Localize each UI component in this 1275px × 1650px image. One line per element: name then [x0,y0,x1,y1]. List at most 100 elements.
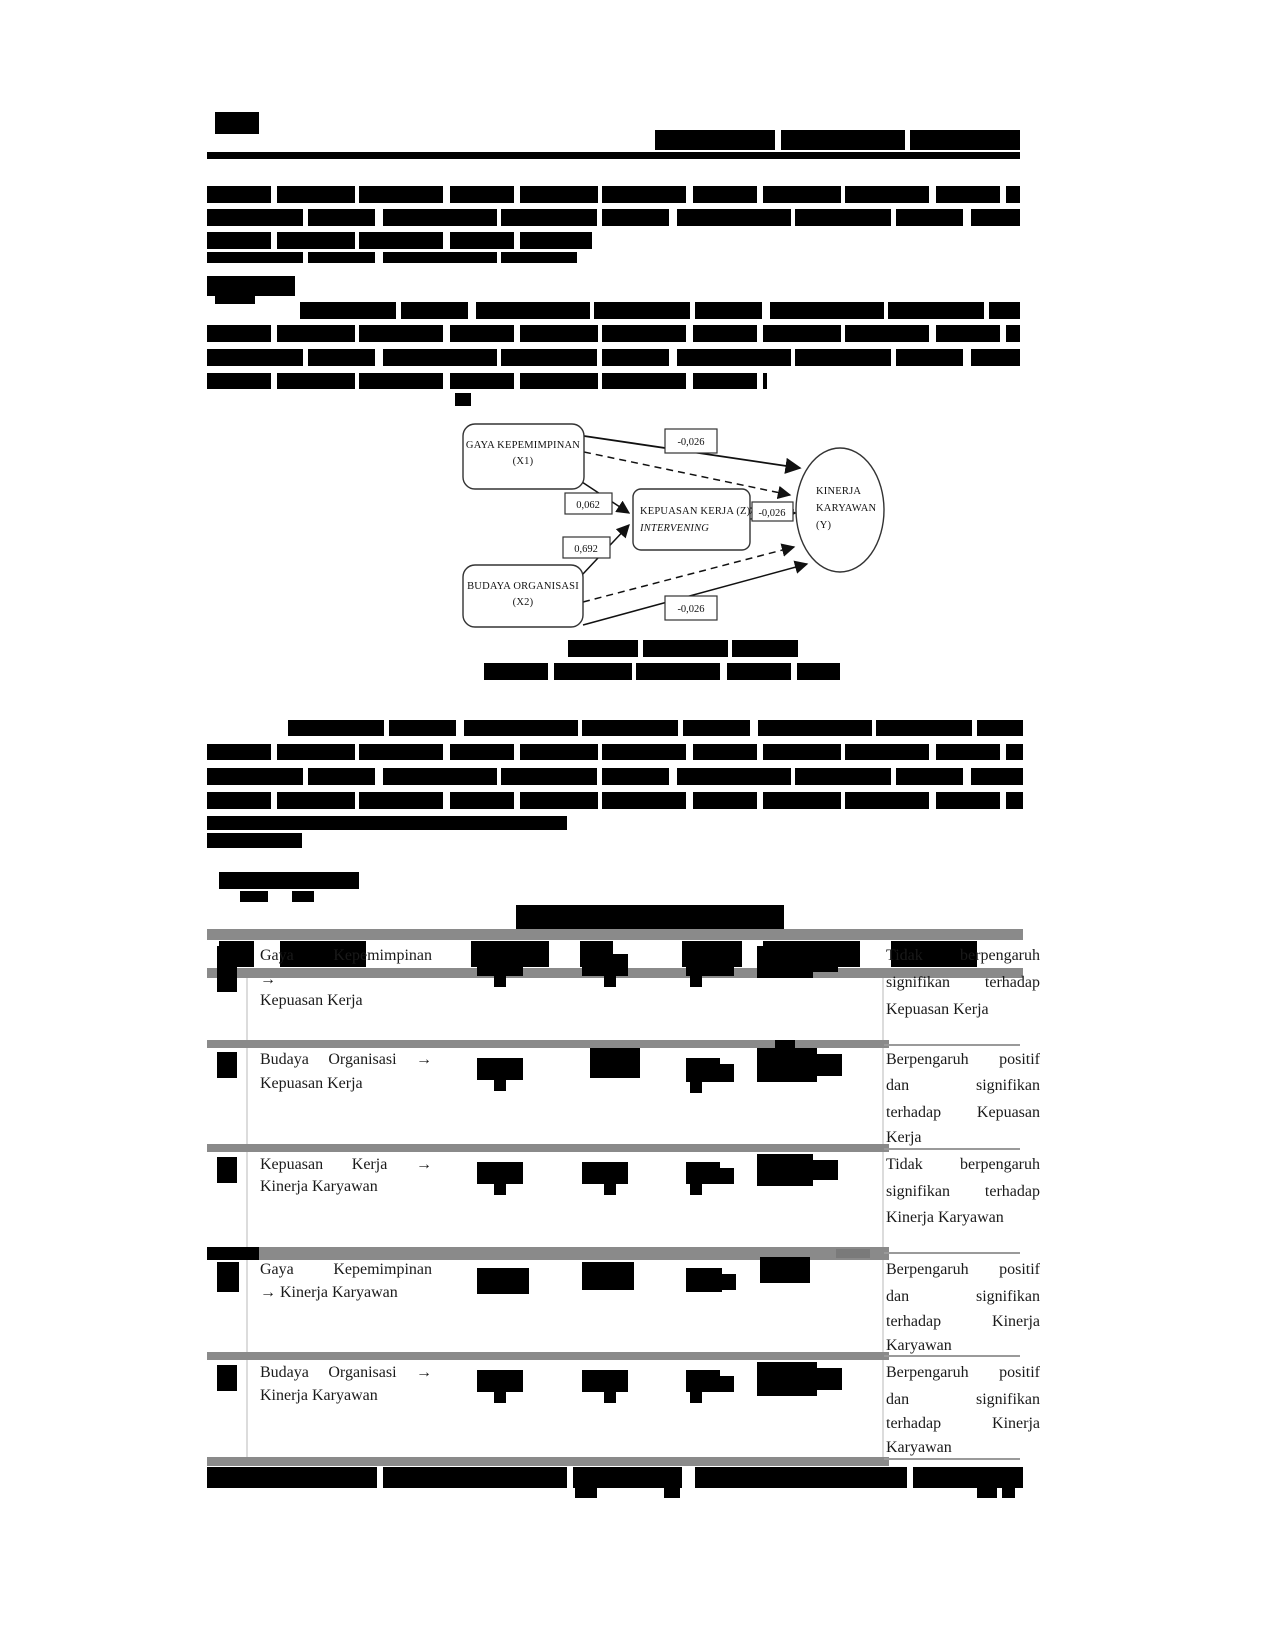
redacted-value [477,1268,529,1294]
redacted-value-tab [494,1392,506,1403]
hypothesis-cell-line: → Kinerja Karyawan [260,1284,398,1301]
coef-x1-z: 0,062 [576,500,600,511]
redacted-footnote-fragment [575,1488,597,1498]
note-cell-line: Berpengaruh positif [886,1051,1040,1068]
note-cell-line: Berpengaruh positif [886,1261,1040,1278]
redacted-value [716,960,734,976]
note-cell-line: Kerja [886,1129,922,1146]
redacted-value-tab [604,1184,616,1195]
header-rule [207,152,1020,159]
redacted-table-title [516,905,784,929]
redacted-value [714,1064,734,1082]
note-cell-line: signifikan terhadap [886,1183,1040,1200]
redacted-text-line [207,349,1020,366]
note-cell-line: Tidak berpengaruh [886,947,1040,964]
note-cell-line: dan signifikan [886,1288,1040,1305]
redacted-value [686,1268,722,1292]
redacted-heading [219,872,359,889]
row-divider-dark-cap [207,1247,259,1260]
redacted-value [716,1376,734,1392]
note-cell-line: signifikan terhadap [886,974,1040,991]
table-top-border [207,929,1023,940]
redacted-text-line [207,792,1023,809]
table-col-border [882,978,884,1457]
node-x1 [462,423,585,490]
redacted-subheading-fragment [215,296,255,304]
coef-box-z-y [751,501,794,522]
redacted-value [477,954,523,976]
row-divider [207,1352,889,1360]
note-cell-divider [884,1044,1020,1046]
redacted-value [477,1058,523,1080]
redacted-value [582,1262,634,1290]
redacted-row-number [217,946,237,992]
redacted-figure-fragment [455,393,471,406]
redacted-value [582,1162,628,1184]
table-bottom-border [207,1457,889,1466]
note-cell-line: dan signifikan [886,1077,1040,1094]
coef-x2-y: -0,026 [677,604,704,615]
node-x2-code: (X2) [513,597,534,608]
path-diagram: GAYA KEPEMIMPINAN (X1) BUDAYA ORGANISASI… [430,398,900,645]
hypothesis-cell-line: Budaya Organisasi → [260,1364,432,1381]
node-x2-label: BUDAYA ORGANISASI [467,581,579,592]
note-cell-line: Berpengaruh positif [886,1364,1040,1381]
note-cell-divider [884,1148,1020,1150]
redacted-text-line [207,209,1020,226]
hypothesis-cell-line: Gaya Kepemimpinan [260,1261,432,1278]
node-x1-code: (X1) [513,456,534,467]
redacted-heading-fragment [292,891,314,902]
redacted-decision [812,1054,842,1076]
coef-box-x2-z [562,536,611,559]
redacted-value-tab [494,976,506,987]
path-diagram-svg: GAYA KEPEMIMPINAN (X1) BUDAYA ORGANISASI… [462,423,885,628]
redacted-decision [757,1154,813,1186]
redacted-running-head [655,130,1020,150]
coef-box-x2-y [664,595,718,621]
redacted-text-line [207,186,1020,203]
hypothesis-cell-line: Kinerja Karyawan [260,1178,378,1195]
redacted-value-tab [494,1080,506,1091]
node-y-label-1: KINERJA [816,486,861,497]
node-z [632,488,751,551]
redacted-text-line [300,302,1020,319]
coef-box-x1-y [664,428,718,454]
redacted-decision [757,1048,817,1082]
coef-box-x1-z [564,492,613,515]
redacted-text-line [207,768,1023,785]
redacted-text-line [207,373,767,389]
hypothesis-cell-line: Gaya Kepemimpinan [260,947,432,964]
redacted-table-source [207,1467,1023,1488]
redacted-text-line [207,744,1023,760]
redacted-footnote-fragment [977,1488,997,1498]
redacted-row-number [217,1052,237,1078]
node-z-label: KEPUASAN KERJA (Z)/ [640,506,753,517]
redacted-value [477,1370,523,1392]
note-cell-bottom-border [884,1458,1020,1460]
redacted-value-tab [690,1392,702,1403]
redacted-col-header-hipotesis [280,941,366,967]
redacted-decision [812,1368,842,1390]
redacted-footnote-fragment [664,1488,680,1498]
redacted-text-line [207,325,1020,342]
redacted-value-tab [494,1184,506,1195]
note-cell-line: terhadap Kinerja [886,1313,1040,1330]
arrow-x2-to-y-dashed [582,543,796,603]
redacted-page-number [215,112,259,134]
redacted-text-line [207,232,592,249]
redacted-value [582,954,628,976]
redacted-figure-caption-line2 [484,663,840,680]
note-cell-line: Karyawan [886,1439,952,1456]
coef-x1-y: -0,026 [677,437,704,448]
note-cell-line: Kepuasan Kerja [886,1001,989,1018]
note-cell-line: Kinerja Karyawan [886,1209,1004,1226]
hypothesis-cell-line: Kepuasan Kerja [260,1075,363,1092]
redacted-value-tab [690,1184,702,1195]
redacted-decision [810,952,838,972]
hypothesis-cell-line: Budaya Organisasi → [260,1051,432,1068]
note-cell-line: dan signifikan [886,1391,1040,1408]
coef-z-y: -0,026 [758,508,785,519]
hypothesis-cell-line: → [260,971,276,988]
redacted-row-number [217,1262,239,1292]
redacted-text-line [207,252,577,263]
